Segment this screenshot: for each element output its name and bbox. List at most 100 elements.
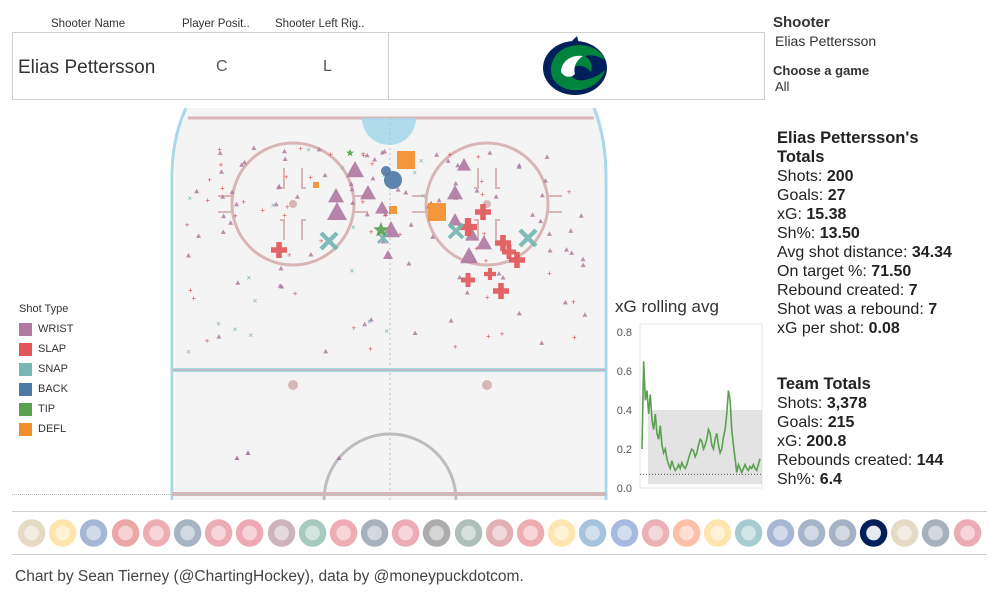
team-logo-nyi[interactable] — [577, 516, 608, 550]
team-logo-tbl[interactable] — [796, 516, 827, 550]
team-stat-sh-pct: Sh%: 6.4 — [777, 471, 842, 488]
shot-marker-small — [228, 220, 234, 225]
rolling-chart-title: xG rolling avg — [615, 297, 719, 316]
shot-marker-small: × — [246, 273, 251, 282]
team-logo-det[interactable] — [328, 516, 359, 550]
stat-row-shots: Shots: 200 — [777, 168, 854, 185]
shot-marker-snap — [377, 232, 389, 244]
rolling-chart-plot — [640, 361, 762, 485]
column-header-player-position[interactable]: Player Posit.. — [182, 18, 250, 30]
shot-marker-small — [251, 145, 257, 151]
shot-marker-small: + — [567, 188, 572, 197]
legend-item-back[interactable]: BACK — [19, 379, 73, 399]
team-logo-mtl[interactable] — [484, 516, 515, 550]
legend-item-tip[interactable]: TIP — [19, 399, 73, 419]
shot-marker-slap — [459, 218, 477, 236]
shot-marker-small — [568, 228, 574, 233]
team-logo-nsh[interactable] — [546, 516, 577, 550]
shooter-filter-value[interactable]: Elias Pettersson — [775, 33, 877, 49]
team-logo-dal[interactable] — [297, 516, 328, 550]
shot-marker-small: + — [500, 329, 505, 338]
shot-marker-small — [539, 340, 545, 345]
shot-marker-small: + — [485, 293, 490, 302]
shot-marker-small — [434, 152, 440, 157]
shot-marker-slap — [475, 204, 492, 220]
shot-marker-small: + — [233, 211, 238, 220]
column-header-shooter-name[interactable]: Shooter Name — [51, 18, 126, 30]
shot-marker-small: × — [367, 317, 372, 326]
shot-marker-small — [194, 188, 200, 194]
team-logo-tor[interactable] — [827, 516, 858, 550]
team-logo-lak[interactable] — [421, 516, 452, 550]
legend-swatch — [19, 362, 32, 376]
team-logo-cgy[interactable] — [203, 516, 234, 550]
team-logo-buf[interactable] — [110, 516, 141, 550]
team-logo-car[interactable] — [141, 516, 172, 550]
player-hand-cell: L — [323, 58, 332, 75]
shot-marker-small: + — [241, 198, 246, 207]
shot-marker-small: + — [352, 324, 357, 333]
shot-marker-small — [379, 149, 385, 155]
team-logo-sjs[interactable] — [733, 516, 764, 550]
shot-marker-small: + — [282, 211, 287, 220]
shot-marker-back — [381, 166, 391, 176]
team-logo-wpg[interactable] — [920, 516, 951, 550]
shot-marker-slap — [484, 268, 496, 280]
team-stat-goals: Goals: 215 — [777, 414, 855, 431]
team-logo-stl[interactable] — [765, 516, 796, 550]
shot-marker-small — [220, 194, 226, 199]
team-logo-pit[interactable] — [702, 516, 733, 550]
shot-marker-small — [276, 184, 282, 190]
team-logo-phi[interactable] — [671, 516, 702, 550]
shot-marker-defl — [397, 151, 415, 169]
shot-marker-small: + — [285, 203, 290, 212]
shot-marker-small: × — [187, 194, 192, 203]
team-logo-ari[interactable] — [47, 516, 78, 550]
legend-swatch — [19, 382, 32, 396]
legend-item-slap[interactable]: SLAP — [19, 339, 73, 359]
team-logo-fla[interactable] — [390, 516, 421, 550]
shot-marker-small: + — [328, 150, 333, 159]
shot-marker-small — [395, 187, 401, 192]
rink-baseline — [12, 494, 607, 495]
shot-marker-slap — [271, 242, 288, 258]
rolling-chart-axis: 0.0 0.2 0.4 0.6 0.8 — [617, 323, 763, 495]
shot-marker-small — [294, 194, 300, 199]
shot-marker-small — [278, 265, 284, 271]
shot-marker-tip — [373, 222, 389, 237]
shot-marker-small — [539, 192, 545, 198]
team-logo-van[interactable] — [858, 516, 889, 550]
team-logo-cbj[interactable] — [172, 516, 203, 550]
team-logo-nyr[interactable] — [609, 516, 640, 550]
shot-marker-small: + — [482, 230, 487, 239]
team-logo-wsh[interactable] — [952, 516, 983, 550]
shot-marker-wrist — [448, 213, 462, 226]
column-header-shooter-hand[interactable]: Shooter Left Rig.. — [275, 18, 365, 30]
team-logo-col[interactable] — [266, 516, 297, 550]
shot-type-legend: Shot Type WRIST SLAP SNAP BACK TIP DEFL — [19, 303, 73, 439]
shot-marker-small: + — [398, 230, 403, 239]
shot-marker-small: + — [360, 198, 365, 207]
shot-marker-small: × — [233, 325, 238, 334]
shot-marker-wrist — [360, 185, 376, 200]
legend-item-snap[interactable]: SNAP — [19, 359, 73, 379]
rolling-chart-tick-label: 0.2 — [617, 444, 632, 456]
shot-marker-small — [564, 247, 570, 252]
team-logo-edm[interactable] — [359, 516, 390, 550]
shot-marker-small: + — [572, 333, 577, 342]
shot-marker-small: × — [350, 267, 355, 276]
team-logo-chi[interactable] — [234, 516, 265, 550]
legend-item-defl[interactable]: DEFL — [19, 419, 73, 439]
legend-item-wrist[interactable]: WRIST — [19, 319, 73, 339]
team-logo-vgk[interactable] — [889, 516, 920, 550]
shot-marker-small: + — [260, 206, 265, 215]
team-logo-bos[interactable] — [78, 516, 109, 550]
shot-marker-tip — [346, 149, 354, 157]
player-name-cell: Elias Pettersson — [18, 57, 156, 78]
team-logo-ana[interactable] — [16, 516, 47, 550]
team-logo-min[interactable] — [453, 516, 484, 550]
game-filter-value[interactable]: All — [775, 79, 790, 94]
team-logo-ott[interactable] — [640, 516, 671, 550]
team-logo-njd[interactable] — [515, 516, 546, 550]
player-totals-panel: Elias Pettersson's Totals Shots: 200 Goa… — [777, 129, 952, 338]
